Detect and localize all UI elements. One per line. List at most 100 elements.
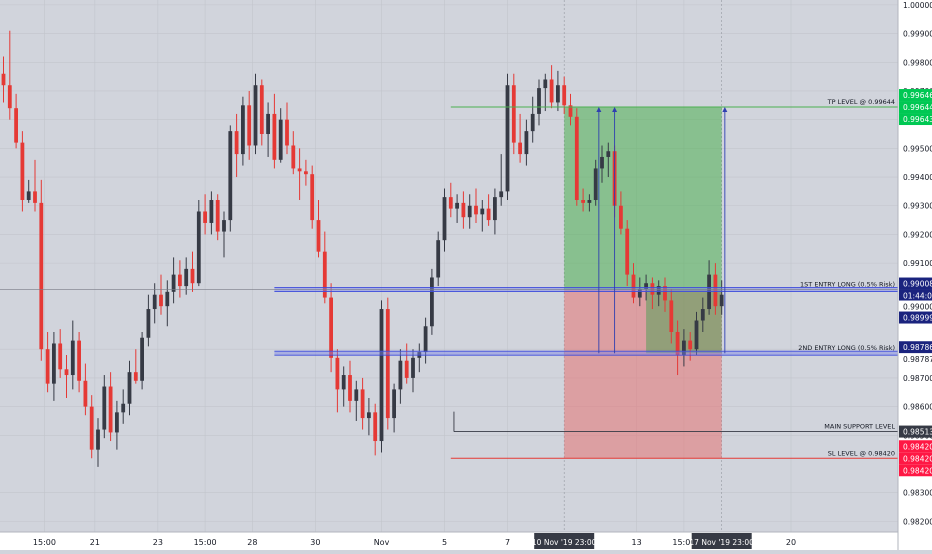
- candle-body[interactable]: [108, 386, 113, 433]
- candle-body[interactable]: [58, 343, 63, 370]
- candle-body[interactable]: [700, 309, 705, 321]
- candle-body[interactable]: [171, 274, 176, 292]
- candle-body[interactable]: [335, 357, 340, 390]
- candle-body[interactable]: [348, 375, 352, 401]
- candle-body[interactable]: [455, 202, 459, 209]
- candle-body[interactable]: [266, 113, 270, 135]
- candle-body[interactable]: [631, 274, 636, 298]
- candle-body[interactable]: [518, 142, 522, 155]
- candle-body[interactable]: [656, 286, 661, 295]
- candle-body[interactable]: [411, 357, 415, 378]
- candle-body[interactable]: [398, 360, 403, 390]
- candle-body[interactable]: [480, 208, 485, 215]
- candle-body[interactable]: [310, 174, 315, 221]
- candle-body[interactable]: [606, 151, 611, 157]
- candle-body[interactable]: [26, 191, 31, 201]
- candle-body[interactable]: [505, 85, 510, 192]
- candle-body[interactable]: [159, 294, 163, 307]
- candle-body[interactable]: [45, 349, 50, 384]
- candle-body[interactable]: [127, 372, 132, 404]
- candle-body[interactable]: [461, 202, 466, 218]
- candle-body[interactable]: [499, 191, 504, 198]
- candle-body[interactable]: [719, 294, 724, 307]
- candle-body[interactable]: [694, 320, 699, 350]
- time-axis-background[interactable]: [0, 532, 898, 550]
- candle-body[interactable]: [259, 85, 264, 135]
- candle-body[interactable]: [568, 105, 573, 117]
- candle-body[interactable]: [190, 268, 195, 284]
- candle-body[interactable]: [562, 85, 567, 106]
- candle-body[interactable]: [392, 389, 396, 419]
- candle-body[interactable]: [133, 372, 138, 381]
- candle-body[interactable]: [146, 309, 151, 338]
- candle-body[interactable]: [713, 274, 718, 307]
- candle-body[interactable]: [83, 380, 88, 407]
- candle-body[interactable]: [329, 297, 333, 358]
- candle-body[interactable]: [14, 108, 18, 143]
- candle-body[interactable]: [178, 274, 182, 287]
- candle-body[interactable]: [543, 79, 548, 89]
- candle-body[interactable]: [373, 412, 378, 442]
- candle-body[interactable]: [593, 168, 598, 201]
- candle-body[interactable]: [644, 283, 648, 289]
- candle-body[interactable]: [1, 73, 6, 86]
- candle-body[interactable]: [115, 412, 119, 433]
- candle-body[interactable]: [379, 309, 384, 442]
- candle-body[interactable]: [341, 375, 346, 390]
- candle-body[interactable]: [493, 197, 497, 221]
- candle-body[interactable]: [385, 309, 390, 419]
- candle-body[interactable]: [688, 340, 693, 350]
- candle-body[interactable]: [20, 142, 25, 201]
- candle-body[interactable]: [247, 105, 252, 146]
- candle-body[interactable]: [215, 200, 220, 232]
- candle-body[interactable]: [278, 119, 283, 160]
- candle-body[interactable]: [234, 131, 239, 155]
- candle-body[interactable]: [184, 268, 189, 287]
- candle-body[interactable]: [430, 277, 434, 327]
- candle-body[interactable]: [537, 88, 541, 114]
- candle-body[interactable]: [209, 200, 214, 223]
- candle-body[interactable]: [682, 340, 686, 355]
- profit-zone[interactable]: [564, 107, 722, 290]
- candle-body[interactable]: [52, 343, 56, 384]
- candle-body[interactable]: [203, 211, 207, 223]
- candle-body[interactable]: [316, 220, 321, 252]
- candle-body[interactable]: [322, 251, 327, 298]
- candle-body[interactable]: [367, 412, 371, 419]
- candle-body[interactable]: [89, 406, 94, 450]
- candle-body[interactable]: [587, 200, 592, 203]
- candle-body[interactable]: [581, 200, 585, 203]
- candle-body[interactable]: [511, 85, 516, 143]
- candle-body[interactable]: [291, 145, 296, 169]
- candle-body[interactable]: [675, 331, 680, 355]
- candle-body[interactable]: [70, 340, 75, 376]
- candle-body[interactable]: [637, 288, 642, 298]
- candle-body[interactable]: [39, 202, 44, 350]
- candle-body[interactable]: [360, 389, 365, 419]
- candle-body[interactable]: [285, 119, 289, 146]
- candle-body[interactable]: [619, 205, 623, 229]
- candle-body[interactable]: [574, 116, 579, 201]
- candle-body[interactable]: [96, 429, 100, 450]
- candle-body[interactable]: [272, 113, 277, 160]
- candle-body[interactable]: [253, 85, 258, 146]
- candle-body[interactable]: [423, 326, 428, 353]
- candle-body[interactable]: [625, 228, 630, 275]
- candle-body[interactable]: [448, 197, 453, 209]
- candle-body[interactable]: [64, 369, 69, 376]
- candle-body[interactable]: [524, 131, 529, 155]
- candle-body[interactable]: [140, 337, 144, 381]
- candle-body[interactable]: [600, 156, 604, 169]
- candle-body[interactable]: [663, 286, 667, 301]
- candle-body[interactable]: [442, 197, 447, 241]
- candle-body[interactable]: [121, 403, 126, 413]
- candle-body[interactable]: [228, 131, 233, 221]
- candle-body[interactable]: [77, 340, 81, 381]
- candle-body[interactable]: [530, 113, 535, 132]
- candle-body[interactable]: [241, 105, 245, 155]
- candle-body[interactable]: [102, 386, 107, 430]
- candles[interactable]: [1, 30, 724, 467]
- candle-body[interactable]: [669, 300, 674, 332]
- candle-body[interactable]: [404, 360, 409, 378]
